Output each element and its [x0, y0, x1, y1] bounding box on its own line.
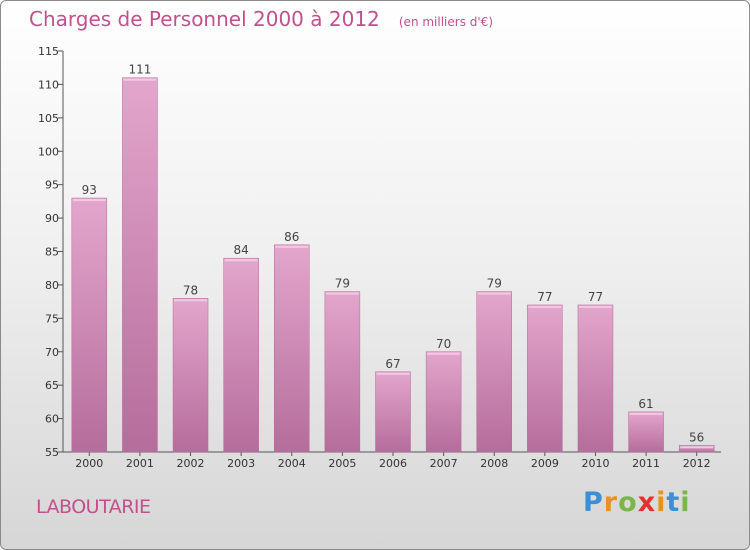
- bar-group: 61: [628, 397, 664, 453]
- chart-title: Charges de Personnel 2000 à 2012: [29, 7, 380, 31]
- logo-letter: x: [637, 487, 657, 518]
- bar[interactable]: [223, 257, 259, 453]
- bar-group: 79: [476, 277, 512, 453]
- bar-highlight: [528, 305, 562, 308]
- y-tick-label: 70: [45, 346, 59, 359]
- x-axis: 2000 2001 2002 2003 2004 2005 2006 2007 2008 2009…: [63, 451, 721, 470]
- x-tick-label: 2004: [278, 457, 306, 470]
- bar-group: 84: [223, 243, 259, 453]
- bar[interactable]: [678, 445, 715, 453]
- bar[interactable]: [71, 197, 108, 453]
- y-tick-label: 55: [45, 446, 59, 459]
- bar-value-label: 77: [588, 290, 603, 304]
- x-tick-label: 2008: [480, 457, 508, 470]
- bar-group: 77: [527, 290, 563, 453]
- title-row: Charges de Personnel 2000 à 2012 (en mil…: [29, 7, 493, 31]
- bar-value-label: 61: [638, 397, 653, 411]
- y-tick-label: 100: [38, 145, 59, 158]
- bar-group: 79: [324, 277, 361, 453]
- bar-group: 78: [172, 283, 209, 453]
- bar-value-label: 70: [436, 337, 451, 351]
- bar-highlight: [123, 78, 157, 81]
- bar[interactable]: [375, 371, 411, 453]
- bar-group: 70: [425, 337, 462, 453]
- bar-value-label: 79: [487, 277, 502, 291]
- y-axis: 55 60 65 70 75 80 85 90 95 100 105 110 115: [38, 45, 64, 459]
- proxiti-logo[interactable]: Proxiti: [583, 487, 691, 518]
- bar[interactable]: [527, 304, 563, 453]
- bar-group: 56: [678, 430, 715, 453]
- bar-highlight: [376, 372, 410, 375]
- bar[interactable]: [122, 77, 158, 453]
- y-tick-label: 110: [38, 78, 59, 91]
- logo-letter: t: [666, 487, 681, 518]
- y-tick-label: 105: [38, 112, 59, 125]
- bar-highlight: [174, 299, 208, 302]
- bar[interactable]: [628, 411, 664, 453]
- bar[interactable]: [172, 298, 209, 453]
- x-tick-label: 2012: [683, 457, 711, 470]
- bar-group: 77: [577, 290, 614, 453]
- bars: 93 111 78 84 86 79 67 70 79 77 77 61 56: [71, 63, 715, 453]
- bar[interactable]: [577, 304, 614, 453]
- x-tick-label: 2003: [227, 457, 255, 470]
- x-tick-label: 2000: [75, 457, 103, 470]
- bar[interactable]: [425, 351, 462, 453]
- logo-letter: P: [583, 487, 604, 518]
- x-tick-label: 2006: [379, 457, 407, 470]
- bar-highlight: [325, 292, 359, 295]
- x-tick-label: 2005: [328, 457, 356, 470]
- commune-name: LABOUTARIE: [36, 496, 151, 518]
- bar-value-label: 77: [537, 290, 552, 304]
- y-tick-label: 90: [45, 212, 59, 225]
- bar-value-label: 56: [689, 430, 704, 444]
- bar-value-label: 78: [183, 283, 198, 297]
- bar-highlight: [72, 199, 106, 202]
- y-tick-label: 115: [38, 45, 59, 58]
- bar[interactable]: [274, 244, 310, 453]
- logo-letter: i: [680, 487, 691, 518]
- x-tick-label: 2007: [430, 457, 458, 470]
- bar-group: 86: [274, 230, 310, 453]
- bar-value-label: 86: [284, 230, 299, 244]
- bar-highlight: [680, 446, 714, 449]
- logo-letter: o: [618, 487, 638, 518]
- bar-highlight: [578, 305, 612, 308]
- bar-value-label: 79: [335, 277, 350, 291]
- bar-value-label: 67: [385, 357, 400, 371]
- bar-value-label: 111: [128, 63, 151, 77]
- bar-group: 111: [122, 63, 158, 453]
- x-tick-label: 2001: [126, 457, 154, 470]
- y-tick-label: 80: [45, 279, 59, 292]
- bar[interactable]: [476, 291, 512, 453]
- logo-letter: r: [603, 487, 619, 518]
- bar-highlight: [224, 259, 258, 262]
- x-tick-label: 2002: [177, 457, 205, 470]
- bar-value-label: 84: [234, 243, 249, 257]
- bar-group: 93: [71, 183, 108, 453]
- logo-letter: i: [656, 487, 667, 518]
- bar-highlight: [275, 245, 309, 248]
- bar-highlight: [427, 352, 461, 355]
- y-tick-label: 60: [45, 413, 59, 426]
- bar-group: 67: [375, 357, 411, 453]
- bar-highlight: [477, 292, 511, 295]
- x-tick-label: 2009: [531, 457, 559, 470]
- y-tick-label: 75: [45, 312, 59, 325]
- x-tick-label: 2011: [632, 457, 660, 470]
- x-tick-label: 2010: [581, 457, 609, 470]
- y-tick-label: 95: [45, 179, 59, 192]
- bar-highlight: [629, 412, 663, 415]
- bar[interactable]: [324, 291, 361, 453]
- y-tick-label: 85: [45, 246, 59, 259]
- chart-subtitle: (en milliers d'€): [398, 15, 493, 29]
- bar-value-label: 93: [82, 183, 97, 197]
- y-tick-label: 65: [45, 379, 59, 392]
